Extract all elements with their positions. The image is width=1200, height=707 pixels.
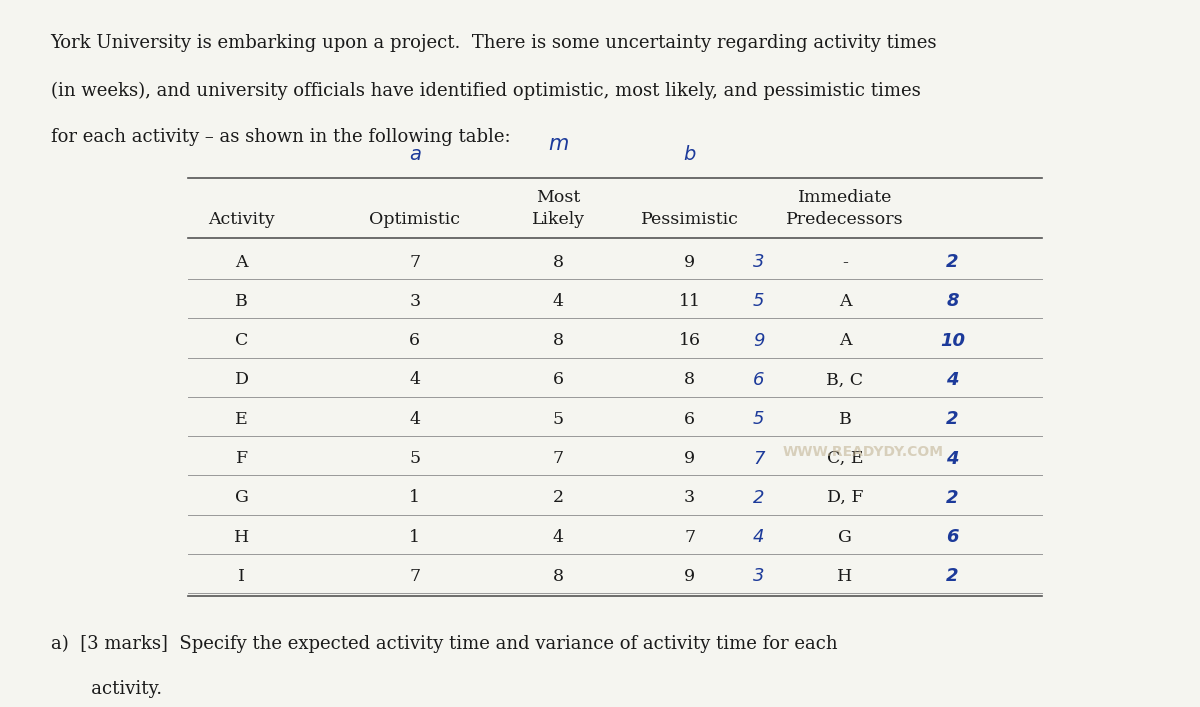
Text: 5: 5 bbox=[553, 411, 564, 428]
Text: B: B bbox=[839, 411, 851, 428]
Text: 3: 3 bbox=[754, 253, 764, 271]
Text: a)  [3 marks]  Specify the expected activity time and variance of activity time : a) [3 marks] Specify the expected activi… bbox=[50, 635, 838, 653]
Text: 5: 5 bbox=[754, 410, 764, 428]
Text: 4: 4 bbox=[946, 450, 959, 467]
Text: 3: 3 bbox=[684, 489, 695, 506]
Text: 2: 2 bbox=[946, 253, 959, 271]
Text: D, F: D, F bbox=[827, 489, 863, 506]
Text: 9: 9 bbox=[684, 568, 695, 585]
Text: 2: 2 bbox=[946, 567, 959, 585]
Text: York University is embarking upon a project.  There is some uncertainty regardin: York University is embarking upon a proj… bbox=[50, 35, 937, 52]
Text: a: a bbox=[409, 146, 421, 165]
Text: 9: 9 bbox=[684, 450, 695, 467]
Text: 8: 8 bbox=[553, 568, 564, 585]
Text: 4: 4 bbox=[754, 528, 764, 546]
Text: activity.: activity. bbox=[50, 680, 162, 699]
Text: 7: 7 bbox=[684, 529, 695, 546]
Text: 3: 3 bbox=[754, 567, 764, 585]
Text: 4: 4 bbox=[553, 293, 564, 310]
Text: 7: 7 bbox=[754, 450, 764, 467]
Text: 5: 5 bbox=[409, 450, 420, 467]
Text: 7: 7 bbox=[409, 254, 420, 271]
Text: 8: 8 bbox=[553, 332, 564, 349]
Text: G: G bbox=[235, 489, 248, 506]
Text: Immediate: Immediate bbox=[798, 189, 892, 206]
Text: WWW.READYDY.COM: WWW.READYDY.COM bbox=[782, 445, 943, 459]
Text: Most: Most bbox=[536, 189, 581, 206]
Text: 3: 3 bbox=[409, 293, 420, 310]
Text: (in weeks), and university officials have identified optimistic, most likely, an: (in weeks), and university officials hav… bbox=[50, 81, 920, 100]
Text: D: D bbox=[235, 371, 248, 388]
Text: 2: 2 bbox=[754, 489, 764, 507]
Text: A: A bbox=[839, 332, 851, 349]
Text: -: - bbox=[842, 254, 847, 271]
Text: 9: 9 bbox=[754, 332, 764, 350]
Text: 8: 8 bbox=[553, 254, 564, 271]
Text: H: H bbox=[234, 529, 250, 546]
Text: for each activity – as shown in the following table:: for each activity – as shown in the foll… bbox=[50, 129, 510, 146]
Text: C: C bbox=[235, 332, 248, 349]
Text: 6: 6 bbox=[946, 528, 959, 546]
Text: Predecessors: Predecessors bbox=[786, 211, 904, 228]
Text: 11: 11 bbox=[678, 293, 701, 310]
Text: 8: 8 bbox=[946, 293, 959, 310]
Text: Likely: Likely bbox=[532, 211, 584, 228]
Text: b: b bbox=[683, 146, 696, 165]
Text: Optimistic: Optimistic bbox=[370, 211, 461, 228]
Text: 4: 4 bbox=[553, 529, 564, 546]
Text: E: E bbox=[235, 411, 248, 428]
Text: B: B bbox=[235, 293, 248, 310]
Text: 2: 2 bbox=[946, 410, 959, 428]
Text: Activity: Activity bbox=[209, 211, 275, 228]
Text: 6: 6 bbox=[684, 411, 695, 428]
Text: 4: 4 bbox=[946, 371, 959, 389]
Text: 1: 1 bbox=[409, 489, 420, 506]
Text: 2: 2 bbox=[553, 489, 564, 506]
Text: 4: 4 bbox=[409, 411, 420, 428]
Text: F: F bbox=[235, 450, 247, 467]
Text: 5: 5 bbox=[754, 293, 764, 310]
Text: 2: 2 bbox=[946, 489, 959, 507]
Text: B, C: B, C bbox=[827, 371, 864, 388]
Text: 10: 10 bbox=[940, 332, 965, 350]
Text: m: m bbox=[548, 134, 569, 154]
Text: 6: 6 bbox=[553, 371, 564, 388]
Text: 8: 8 bbox=[684, 371, 695, 388]
Text: 9: 9 bbox=[684, 254, 695, 271]
Text: C, E: C, E bbox=[827, 450, 863, 467]
Text: 4: 4 bbox=[409, 371, 420, 388]
Text: 7: 7 bbox=[409, 568, 420, 585]
Text: 6: 6 bbox=[754, 371, 764, 389]
Text: G: G bbox=[838, 529, 852, 546]
Text: Pessimistic: Pessimistic bbox=[641, 211, 738, 228]
Text: I: I bbox=[238, 568, 245, 585]
Text: 16: 16 bbox=[678, 332, 701, 349]
Text: 1: 1 bbox=[409, 529, 420, 546]
Text: A: A bbox=[839, 293, 851, 310]
Text: A: A bbox=[235, 254, 248, 271]
Text: 6: 6 bbox=[409, 332, 420, 349]
Text: H: H bbox=[838, 568, 852, 585]
Text: 7: 7 bbox=[553, 450, 564, 467]
